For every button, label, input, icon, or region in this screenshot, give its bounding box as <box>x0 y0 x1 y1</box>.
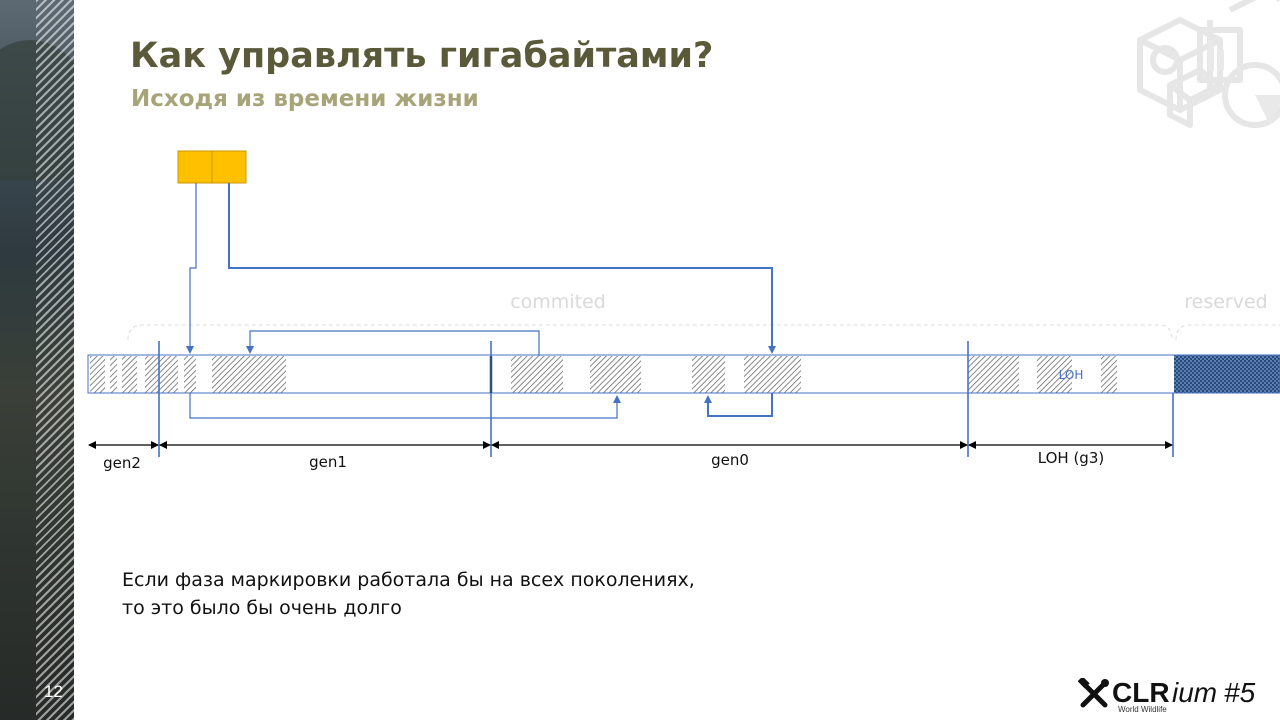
body-line: Если фаза маркировки работала бы на всех… <box>122 569 695 591</box>
commited-label: commited <box>510 291 606 313</box>
logo-clr-text: CLR <box>1112 677 1170 708</box>
loh-heap-label: LOH <box>1059 368 1084 382</box>
heap-object <box>1101 356 1117 393</box>
slide-subtitle: Исходя из времени жизни <box>131 86 479 112</box>
heap-object <box>1037 356 1072 393</box>
logo-tagline: World Wildlife <box>1118 705 1167 714</box>
heap-object <box>184 356 196 393</box>
gen2-label: gen2 <box>103 454 141 472</box>
hatched-stripe-decoration <box>36 0 74 720</box>
page-number: 12 <box>44 682 63 701</box>
clrium-logo: CLR ium #5 World Wildlife <box>1077 676 1268 718</box>
heap-object <box>145 356 178 393</box>
crossed-tools-icon <box>1077 676 1110 718</box>
root-object-cell <box>211 150 247 184</box>
root-object-cell <box>177 150 213 184</box>
heap-object <box>122 356 137 393</box>
commited-bracket <box>127 324 1173 341</box>
body-line: то это было бы очень долго <box>122 597 402 619</box>
reserved-segment <box>1174 355 1280 393</box>
body-text: Если фаза маркировки работала бы на всех… <box>122 566 695 622</box>
reserved-label: reserved <box>1184 291 1267 313</box>
reference-arrow <box>228 183 776 354</box>
slide-title: Как управлять гигабайтами? <box>130 36 714 76</box>
heap-object <box>692 356 725 393</box>
sidebar-background <box>0 0 74 720</box>
cube-icons-decoration <box>1137 0 1280 128</box>
reserved-bracket <box>1175 324 1280 341</box>
heap-object <box>90 356 105 393</box>
gen0-label: gen0 <box>711 451 749 469</box>
heap-segment-outline <box>87 354 1280 394</box>
generation-dividers <box>158 341 1174 457</box>
reference-arrows <box>186 183 776 419</box>
heap-object <box>212 356 286 393</box>
heap-object <box>590 356 641 393</box>
logo-ium-text: ium <box>1172 677 1218 708</box>
heap-object <box>511 356 563 393</box>
heap-objects <box>90 356 1117 393</box>
loh-g3-label: LOH (g3) <box>1038 449 1104 467</box>
reference-arrow <box>189 393 621 419</box>
gen1-label: gen1 <box>309 453 347 471</box>
logo-number-text: #5 <box>1224 677 1256 708</box>
heap-object <box>744 356 801 393</box>
heap-object <box>968 356 1019 393</box>
reference-arrow <box>704 393 773 417</box>
reference-arrow <box>186 183 197 354</box>
reference-arrow <box>246 330 540 356</box>
heap-object <box>110 356 117 393</box>
